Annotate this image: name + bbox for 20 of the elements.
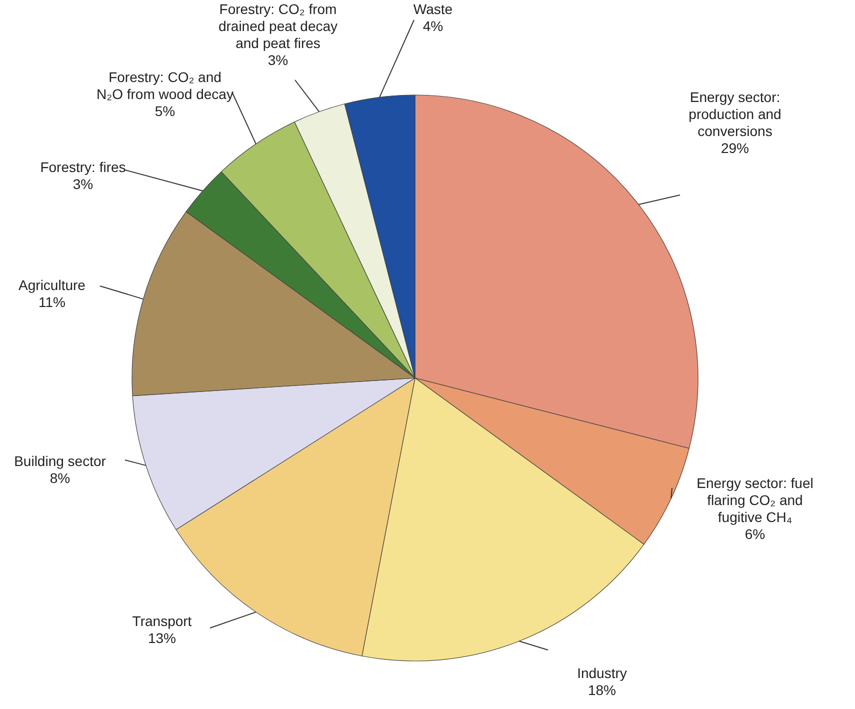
slice-label: Building sector: [14, 453, 106, 469]
data-label: 3%: [268, 52, 288, 68]
slice-label: Industry: [577, 665, 627, 681]
data-label: 11%: [38, 294, 66, 310]
slice-label: Forestry: CO₂ from drained peat decay and peat fires: [218, 1, 338, 51]
slice-label: Agriculture: [18, 277, 86, 293]
slice-label: Waste: [413, 1, 453, 17]
data-label: 4%: [422, 18, 444, 34]
data-label: 8%: [50, 470, 70, 486]
slice-label: Forestry: CO₂ and N₂O from wood decay: [96, 69, 234, 102]
data-label: 5%: [154, 103, 176, 119]
slice-label: Forestry: fires: [40, 159, 126, 175]
data-label: 3%: [72, 176, 94, 192]
data-label: 18%: [588, 682, 616, 698]
slice-label: Energy sector: production and conversions: [688, 89, 782, 139]
slice-label: Transport: [132, 613, 192, 629]
slice-label: Energy sector: fuel flaring CO₂ and fugitive CH₄: [696, 475, 814, 525]
data-label: 6%: [744, 526, 766, 542]
data-label: 29%: [720, 140, 750, 156]
data-label: 13%: [148, 630, 176, 646]
